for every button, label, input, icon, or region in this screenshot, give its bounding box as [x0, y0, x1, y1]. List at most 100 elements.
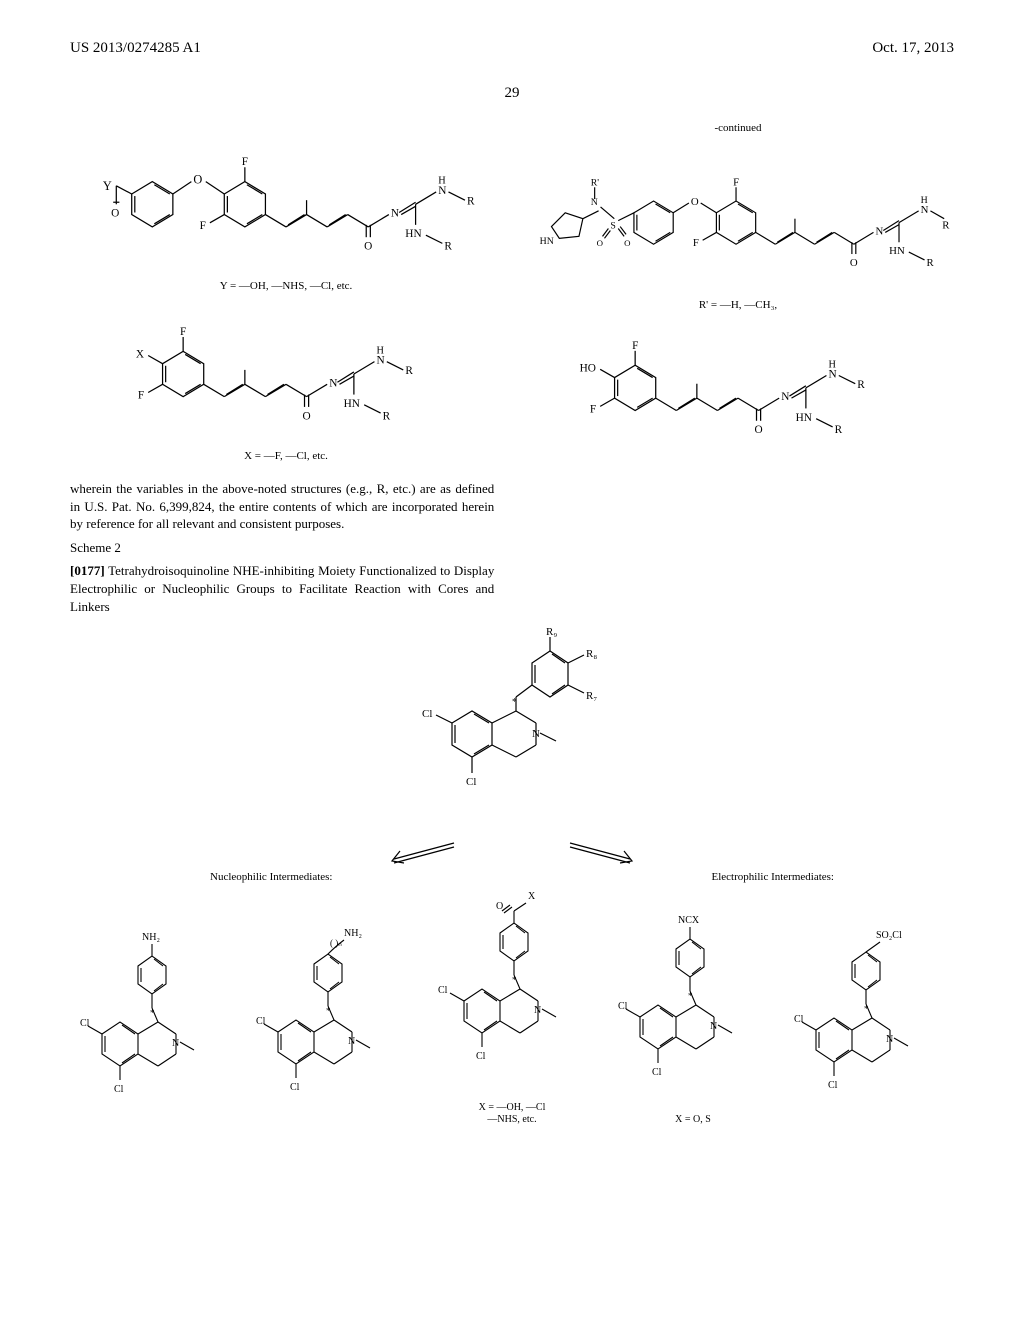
chem-structure-svg: F X F O — [70, 302, 502, 446]
svg-text:H: H — [921, 195, 928, 206]
svg-text:S: S — [610, 221, 615, 232]
svg-text:N: N — [875, 225, 883, 237]
svg-text:Cl: Cl — [794, 1014, 804, 1025]
structure-top-right-1: HN N R' S O O — [522, 148, 954, 311]
svg-text:HN: HN — [889, 245, 905, 257]
svg-text:O: O — [193, 173, 202, 187]
svg-text:N: N — [710, 1021, 717, 1032]
svg-text:Cl: Cl — [618, 1001, 628, 1012]
svg-text:( )ₙ: ( )ₙ — [330, 938, 342, 948]
chem-structure-svg: NCX * Cl Cl N — [618, 911, 768, 1111]
chem-structure-svg: Y O O F F — [70, 122, 502, 276]
structure-caption: X = —F, —Cl, etc. — [244, 450, 328, 462]
svg-text:Cl: Cl — [476, 1051, 486, 1062]
chem-structure-svg: HN N R' S O O — [522, 148, 954, 295]
right-arrow-icon — [562, 837, 642, 865]
continued-label: -continued — [522, 122, 954, 134]
structure-caption: X = O, S — [675, 1114, 711, 1126]
svg-text:O: O — [597, 238, 604, 248]
paragraph-text: Tetrahydroisoquinoline NHE-inhibiting Mo… — [70, 563, 494, 613]
svg-text:Cl: Cl — [438, 985, 448, 996]
chem-structure-svg: SO₂Cl * Cl Cl N — [794, 926, 944, 1126]
scheme-2-region: R₉ R₈ R₇ * Cl Cl — [70, 623, 954, 1126]
svg-text:R: R — [835, 424, 843, 436]
svg-text:N: N — [348, 1036, 355, 1047]
structure-top-right-2: F HO F O N — [522, 321, 954, 455]
svg-text:Cl: Cl — [422, 708, 432, 720]
svg-text:Cl: Cl — [828, 1080, 838, 1091]
svg-text:R₈: R₈ — [586, 648, 597, 660]
svg-text:HN: HN — [405, 228, 421, 240]
structure-caption: R' = —H, —CH₃, — [699, 299, 777, 311]
scheme2-struct-1: NH₂ * Cl Cl N — [80, 926, 230, 1126]
paragraph: [0177] Tetrahydroisoquinoline NHE-inhibi… — [70, 562, 494, 615]
svg-text:Cl: Cl — [80, 1018, 90, 1029]
page-number: 29 — [70, 85, 954, 102]
svg-text:R: R — [857, 379, 865, 391]
svg-text:R: R — [405, 365, 413, 377]
structure-caption: Y = —OH, —NHS, —Cl, etc. — [220, 280, 353, 292]
svg-text:X: X — [136, 349, 144, 361]
paragraph: wherein the variables in the above-noted… — [70, 480, 494, 533]
svg-text:O: O — [850, 257, 858, 269]
svg-text:F: F — [200, 220, 206, 232]
svg-text:F: F — [590, 404, 596, 416]
svg-text:R: R — [383, 411, 391, 423]
svg-text:Y: Y — [103, 179, 112, 193]
svg-text:R: R — [942, 220, 950, 232]
svg-text:NCX: NCX — [678, 915, 700, 926]
svg-text:O: O — [364, 241, 372, 253]
svg-text:SO₂Cl: SO₂Cl — [876, 930, 902, 941]
svg-text:N: N — [534, 1005, 541, 1016]
svg-text:H: H — [829, 360, 837, 371]
svg-text:R₉: R₉ — [546, 626, 557, 638]
svg-text:X: X — [528, 891, 536, 902]
svg-text:R₇: R₇ — [586, 690, 597, 702]
scheme2-struct-2: NH₂ ( )ₙ * Cl Cl N — [256, 926, 406, 1126]
publication-number: US 2013/0274285 A1 — [70, 40, 201, 57]
body-text: wherein the variables in the above-noted… — [70, 480, 494, 615]
svg-text:Cl: Cl — [114, 1084, 124, 1095]
svg-text:O: O — [754, 424, 762, 436]
svg-text:Cl: Cl — [290, 1082, 300, 1093]
svg-text:H: H — [377, 346, 385, 357]
chem-structure-svg: NH₂ * Cl Cl N — [80, 926, 230, 1126]
svg-text:N: N — [532, 728, 540, 740]
structure-top-left-2: F X F O — [70, 302, 502, 462]
svg-text:N: N — [172, 1038, 179, 1049]
scheme-label: Scheme 2 — [70, 539, 494, 557]
chem-structure-svg: F HO F O N — [522, 321, 954, 455]
svg-text:R: R — [444, 241, 452, 253]
svg-text:Cl: Cl — [466, 776, 476, 788]
svg-text:O: O — [302, 411, 310, 423]
svg-text:F: F — [138, 390, 144, 402]
svg-text:F: F — [632, 340, 638, 352]
svg-text:HO: HO — [580, 363, 596, 375]
svg-text:Cl: Cl — [652, 1067, 662, 1078]
svg-text:O: O — [624, 238, 631, 248]
svg-text:N: N — [391, 208, 399, 220]
svg-text:Cl: Cl — [256, 1016, 266, 1027]
structure-top-left-1: Y O O F F — [70, 122, 502, 292]
svg-text:R: R — [467, 195, 475, 207]
svg-text:F: F — [693, 237, 699, 249]
svg-text:F: F — [242, 156, 248, 168]
svg-text:N: N — [438, 185, 446, 197]
svg-text:HN: HN — [344, 398, 360, 410]
publication-date: Oct. 17, 2013 — [872, 40, 954, 57]
svg-text:HN: HN — [796, 412, 812, 424]
svg-text:H: H — [438, 176, 446, 187]
paragraph-number: [0177] — [70, 563, 105, 578]
svg-text:N: N — [829, 369, 837, 381]
structure-caption: X = —OH, —Cl —NHS, etc. — [479, 1102, 546, 1126]
svg-text:O: O — [691, 196, 699, 208]
top-structures-region: Y O O F F — [70, 122, 954, 462]
scheme2-struct-5: SO₂Cl * Cl Cl N — [794, 926, 944, 1126]
svg-text:N: N — [329, 378, 337, 390]
svg-text:NH₂: NH₂ — [344, 928, 362, 939]
svg-text:N: N — [886, 1034, 893, 1045]
svg-text:F: F — [180, 326, 186, 338]
svg-text:N: N — [781, 391, 789, 403]
svg-text:N: N — [377, 355, 385, 367]
scheme2-struct-3: X O * Cl Cl N — [432, 889, 592, 1126]
